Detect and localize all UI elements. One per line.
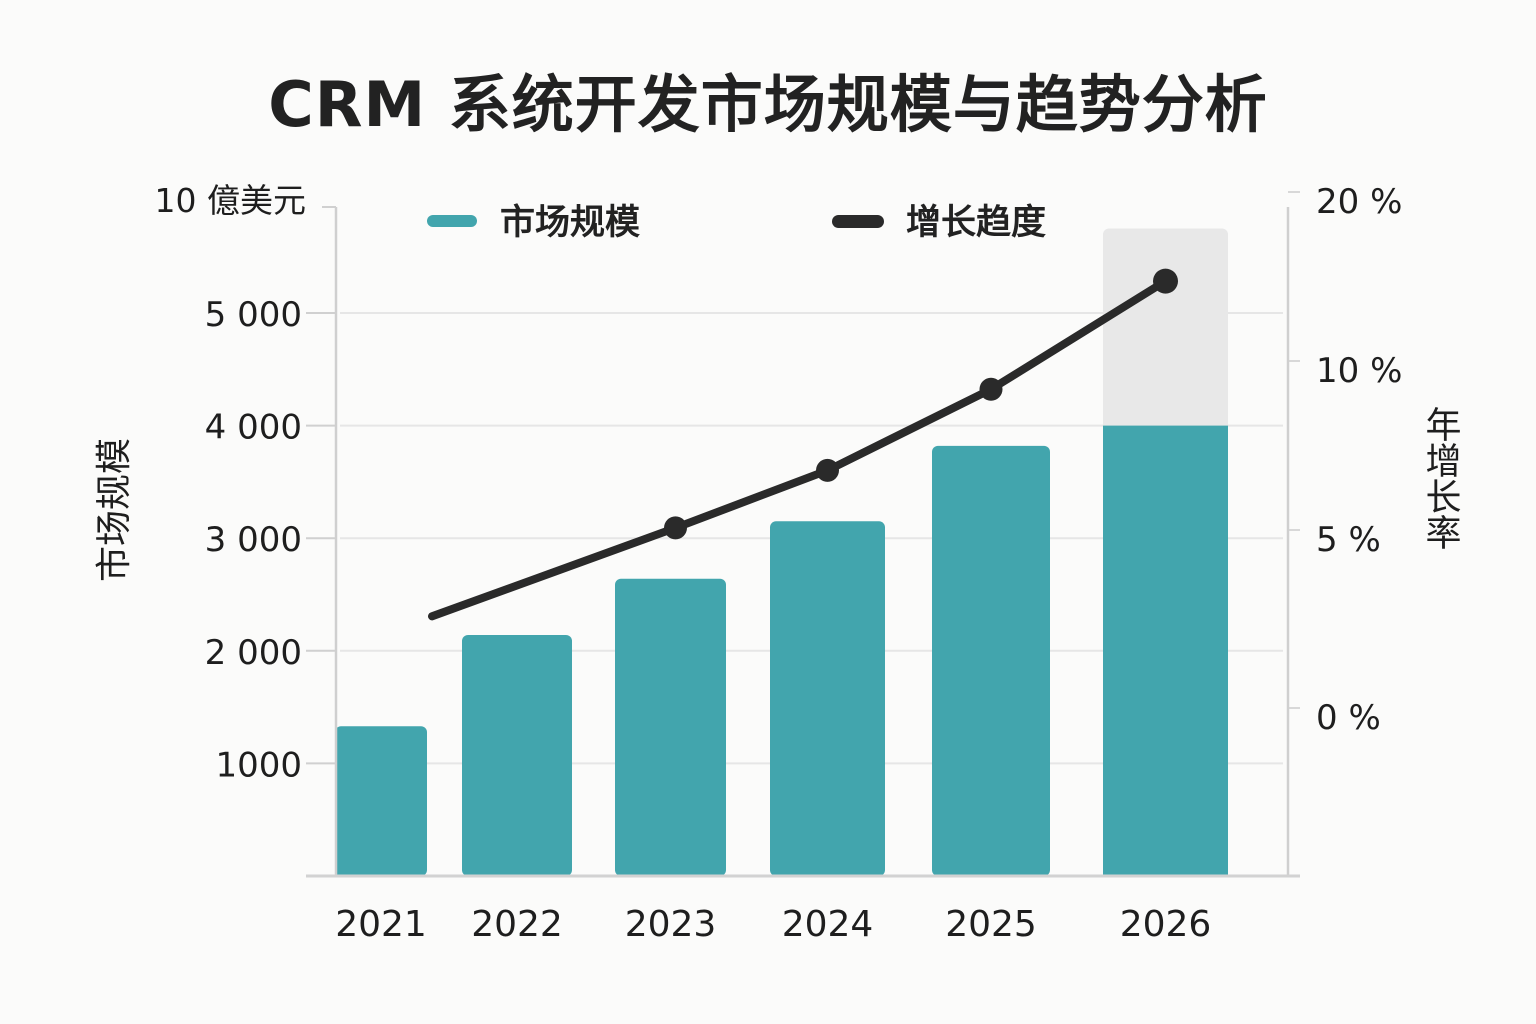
left-tick-label: 4 000: [205, 408, 302, 448]
left-axis-unit: 10 億美元: [155, 181, 306, 220]
x-tick-label: 2025: [945, 904, 1037, 945]
legend-swatch-market-size: [427, 215, 477, 227]
legend: 市场规模 增长趋度: [427, 203, 1046, 243]
right-tick-label: 0 %: [1316, 698, 1381, 738]
legend-label-growth: 增长趋度: [906, 203, 1046, 243]
bar-2022: [462, 635, 572, 876]
bars: [335, 425, 1228, 876]
left-tick-label: 2 000: [205, 633, 302, 673]
right-tick-label: 20 %: [1316, 182, 1402, 222]
legend-label-market-size: 市场规模: [500, 203, 640, 243]
bar-2026: [1103, 425, 1228, 876]
x-tick-label: 2022: [471, 904, 563, 945]
left-axis-title: 市场规模: [94, 438, 135, 582]
x-tick-label: 2021: [335, 904, 427, 945]
bar-2023: [615, 578, 726, 876]
left-tick-label: 5 000: [205, 295, 302, 335]
x-tick-label: 2023: [625, 904, 717, 945]
growth-marker: [1153, 268, 1178, 294]
right-axis-title: 年增长率: [1420, 406, 1461, 550]
growth-marker: [664, 516, 687, 540]
tick-labels: 1000 2 000 3 000 4 000 5 000 0 % 5 % 10 % 20 % 20…: [205, 182, 1403, 945]
bar-2021: [335, 726, 427, 876]
x-tick-label: 2026: [1120, 904, 1212, 945]
growth-marker: [979, 377, 1003, 401]
left-tick-label: 1000: [215, 745, 302, 785]
growth-marker: [816, 458, 839, 482]
right-tick-label: 5 %: [1316, 520, 1381, 560]
right-tick-label: 10 %: [1316, 351, 1402, 391]
growth-line: [428, 268, 1178, 621]
bar-2024: [770, 521, 885, 876]
legend-swatch-growth: [832, 215, 884, 228]
bar-2025: [932, 445, 1050, 876]
x-tick-label: 2024: [782, 904, 874, 945]
axes: [306, 206, 1300, 878]
chart-title: CRM 系统开发市场规模与趋势分析: [268, 68, 1268, 141]
left-tick-label: 3 000: [205, 520, 302, 560]
